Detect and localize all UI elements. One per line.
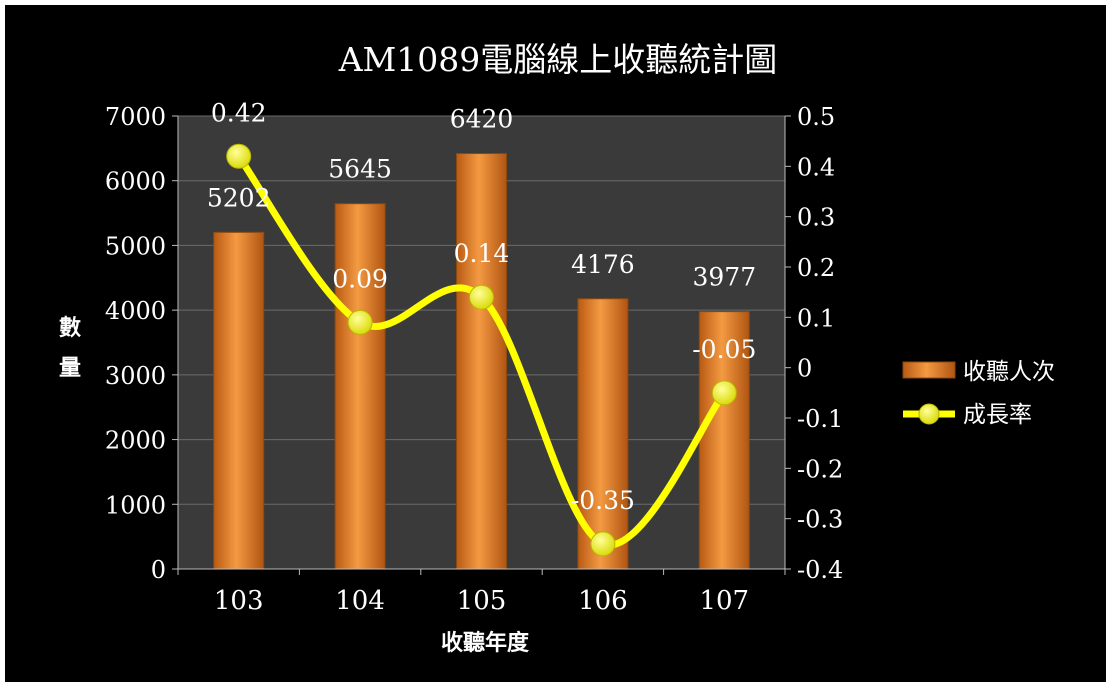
x-tick-label: 106 [578, 586, 628, 616]
axes: 0 1000 2000 3000 4000 5000 6000 7000 -0.4 -0.3 -0.… [105, 103, 843, 616]
y-left-tick-label: 4000 [105, 297, 166, 325]
x-tick-label: 104 [335, 586, 385, 616]
legend-bar-swatch [902, 361, 956, 379]
y-right-tick-label: 0.5 [797, 103, 835, 131]
y-left-tick-label: 1000 [105, 491, 166, 519]
bar-value-label: 5202 [207, 183, 271, 212]
bar-value-label: 5645 [328, 155, 392, 184]
bar-value-label: 3977 [692, 263, 756, 292]
y-right-tick-label: -0.2 [797, 455, 843, 483]
bar-104 [334, 203, 386, 570]
y-right-tick-label: 0.1 [797, 304, 835, 332]
legend-label-bars: 收聽人次 [963, 359, 1055, 385]
y-left-tick-label: 0 [151, 556, 166, 584]
data-labels: 5202 5645 6420 4176 3977 0.42 0.09 0.14 -0.35 -0.… [207, 98, 756, 515]
y-right-tick-label: 0.4 [797, 153, 835, 181]
line-value-label: 0.09 [332, 264, 388, 293]
chart-title: AM1089電腦線上收聽統計圖 [338, 40, 778, 79]
bar-value-label: 6420 [450, 105, 514, 134]
x-tick-label: 107 [699, 586, 749, 616]
line-series [226, 143, 737, 557]
y-left-tick-label: 5000 [105, 232, 166, 260]
y-left-tick-label: 7000 [105, 103, 166, 131]
y-left-tick-label: 6000 [105, 168, 166, 196]
y-right-tick-label: -0.3 [797, 506, 843, 534]
line-value-label: -0.35 [571, 486, 635, 515]
line-value-label: -0.05 [692, 335, 756, 364]
growth-rate-point [711, 380, 737, 406]
line-value-label: 0.14 [454, 239, 510, 268]
x-axis-title: 收聽年度 [441, 630, 530, 656]
x-tick-label: 105 [457, 586, 507, 616]
growth-rate-point [590, 531, 616, 557]
y-left-tick-label: 2000 [105, 427, 166, 455]
legend-label-line: 成長率 [963, 402, 1032, 428]
y-axis-title: 數量 [59, 315, 81, 381]
y-right-tick-label: 0 [797, 355, 812, 383]
bar-value-label: 4176 [571, 250, 635, 279]
y-axis-title-char: 量 [59, 355, 81, 381]
growth-rate-point [226, 143, 252, 169]
y-right-tick-label: -0.1 [797, 405, 843, 433]
legend-line-marker [918, 403, 940, 425]
chart-svg: 0 1000 2000 3000 4000 5000 6000 7000 -0.4 -0.3 -0.… [59, 40, 1055, 656]
bar-103 [213, 231, 265, 570]
growth-rate-point [347, 309, 373, 335]
y-right-tick-label: 0.2 [797, 254, 835, 282]
chart-frame: 0 1000 2000 3000 4000 5000 6000 7000 -0.4 -0.3 -0.… [5, 5, 1106, 682]
y-right-tick-label: -0.4 [797, 556, 843, 584]
bar-105 [456, 153, 507, 570]
y-left-tick-label: 3000 [105, 362, 166, 390]
y-right-tick-label: 0.3 [797, 204, 835, 232]
growth-rate-point [469, 284, 494, 310]
x-tick-label: 103 [214, 586, 264, 616]
line-value-label: 0.42 [211, 98, 267, 127]
y-axis-title-char: 數 [59, 315, 81, 341]
